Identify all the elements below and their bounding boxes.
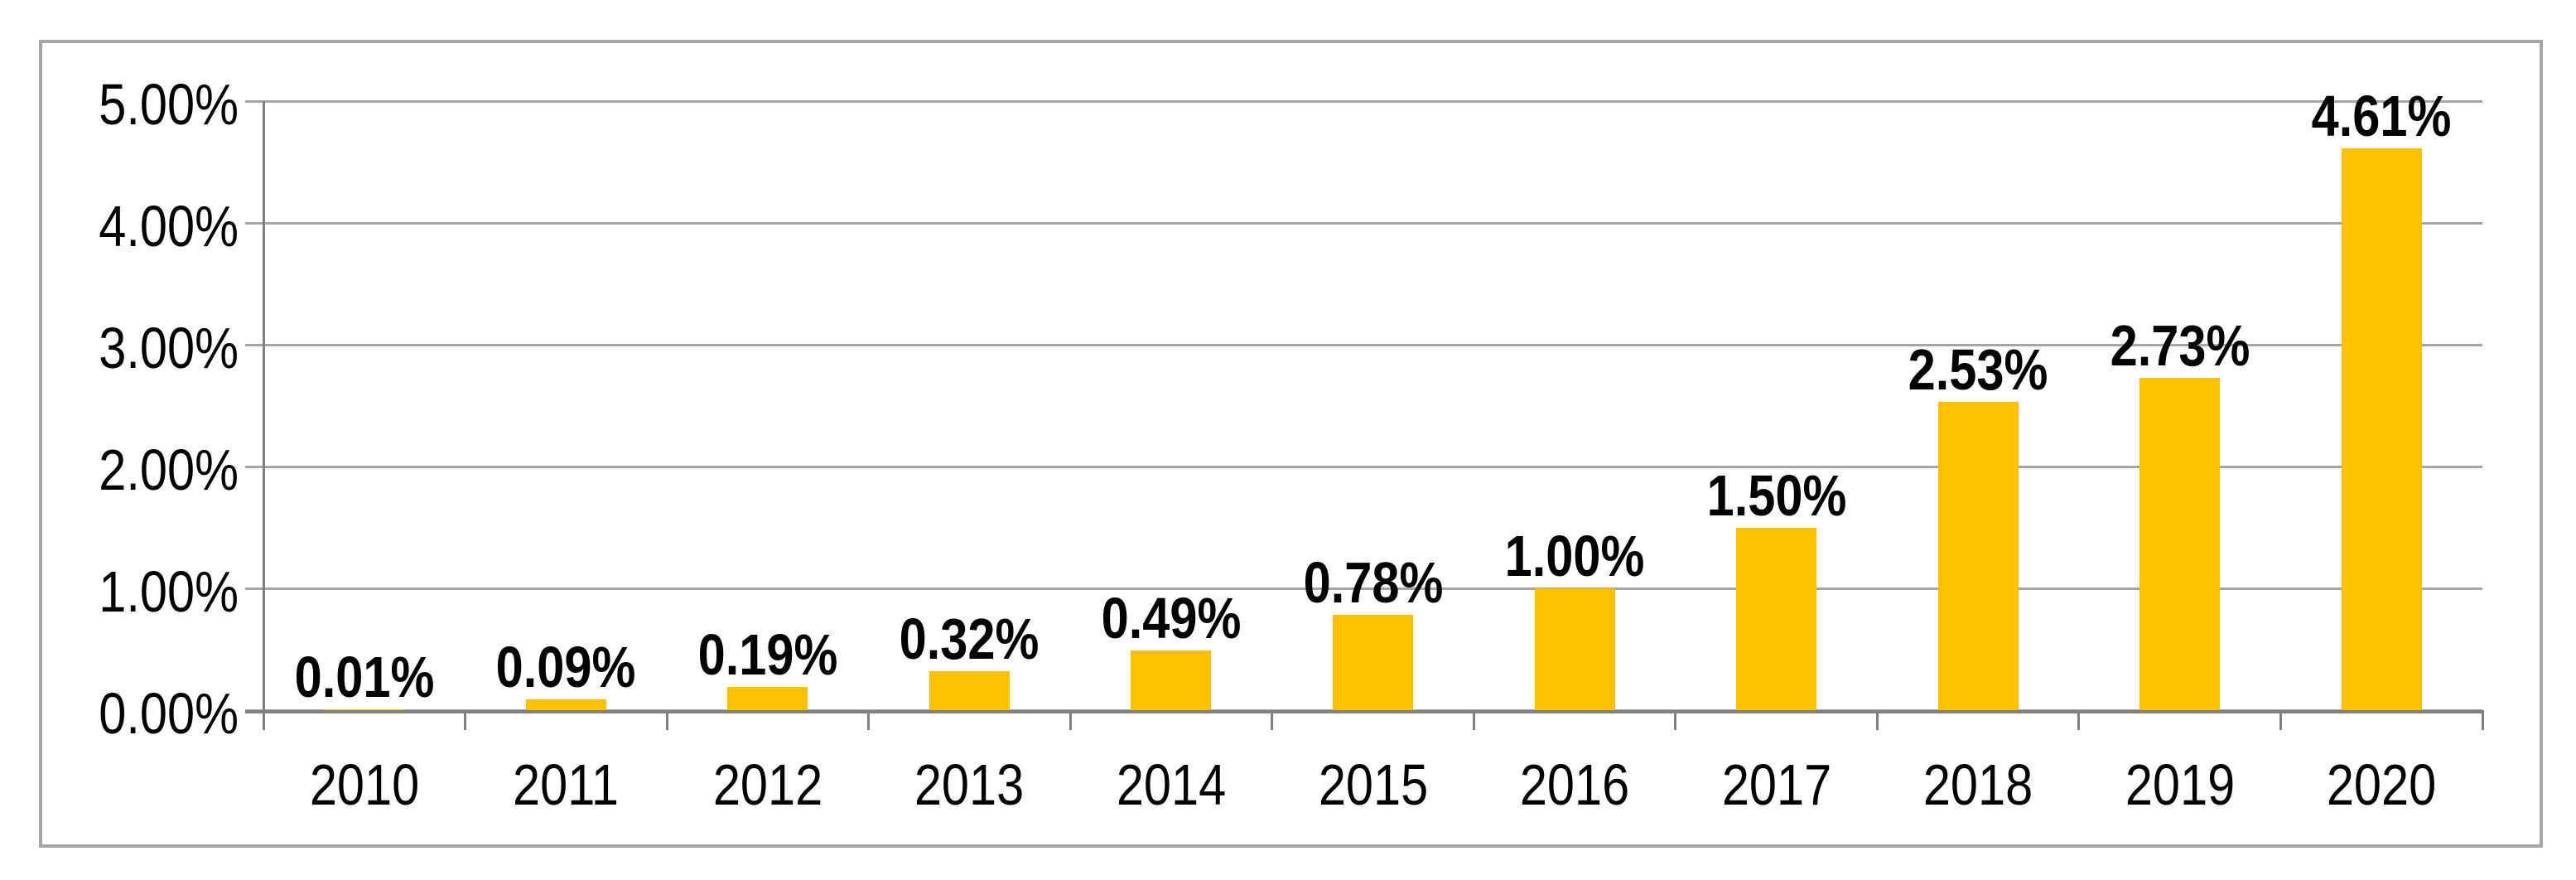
bar-2017 bbox=[1736, 527, 1817, 710]
bar-2012 bbox=[727, 687, 808, 710]
x-tick-mark bbox=[2279, 710, 2282, 730]
bar-2019 bbox=[2139, 377, 2221, 710]
bar-2010 bbox=[324, 708, 405, 710]
bar-label-2020: 4.61% bbox=[2311, 84, 2452, 149]
x-tick-mark bbox=[262, 710, 265, 730]
bar-2020 bbox=[2341, 148, 2422, 710]
y-tick-label-2.00%: 2.00% bbox=[99, 438, 239, 502]
x-tick-mark bbox=[2077, 710, 2081, 730]
x-tick-label-2012: 2012 bbox=[712, 752, 823, 817]
y-tick-label-5.00%: 5.00% bbox=[99, 72, 239, 137]
bar-2014 bbox=[1131, 650, 1212, 710]
bar-2016 bbox=[1534, 588, 1615, 710]
x-tick-mark bbox=[1875, 710, 1879, 730]
y-tick-label-1.00%: 1.00% bbox=[99, 559, 239, 624]
bar-label-2019: 2.73% bbox=[2110, 312, 2250, 378]
x-tick-mark bbox=[2481, 710, 2484, 730]
x-tick-label-2016: 2016 bbox=[1519, 752, 1630, 817]
gridline-5.00% bbox=[245, 99, 2482, 103]
x-tick-mark bbox=[1674, 710, 1677, 730]
bar-label-2013: 0.32% bbox=[900, 606, 1040, 671]
bar-label-2010: 0.01% bbox=[294, 644, 435, 709]
bar-label-2016: 1.00% bbox=[1504, 524, 1645, 588]
bar-2018 bbox=[1937, 402, 2019, 710]
x-tick-mark bbox=[464, 710, 467, 730]
y-axis-line bbox=[262, 101, 265, 730]
x-tick-label-2010: 2010 bbox=[309, 752, 419, 817]
x-tick-mark bbox=[1472, 710, 1475, 730]
x-tick-label-2020: 2020 bbox=[2327, 752, 2437, 817]
bar-2013 bbox=[929, 670, 1010, 710]
x-tick-label-2017: 2017 bbox=[1721, 752, 1831, 817]
gridline-4.00% bbox=[245, 221, 2482, 225]
gridline-1.00% bbox=[245, 587, 2482, 590]
x-tick-mark bbox=[665, 710, 668, 730]
x-tick-mark bbox=[1069, 710, 1072, 730]
x-tick-label-2019: 2019 bbox=[2125, 752, 2235, 817]
gridline-2.00% bbox=[245, 465, 2482, 468]
bar-2015 bbox=[1333, 615, 1413, 710]
x-tick-label-2015: 2015 bbox=[1318, 752, 1428, 817]
bar-2011 bbox=[525, 699, 606, 710]
x-tick-mark bbox=[867, 710, 871, 730]
bar-label-2017: 1.50% bbox=[1706, 462, 1846, 528]
x-tick-mark bbox=[1271, 710, 1274, 730]
bar-label-2014: 0.49% bbox=[1101, 585, 1242, 650]
y-tick-label-4.00%: 4.00% bbox=[99, 194, 239, 259]
x-tick-label-2018: 2018 bbox=[1922, 752, 2033, 817]
x-tick-label-2011: 2011 bbox=[513, 752, 620, 817]
bar-label-2011: 0.09% bbox=[495, 634, 636, 699]
bar-label-2015: 0.78% bbox=[1303, 550, 1443, 616]
x-axis-line bbox=[245, 710, 2482, 713]
bar-label-2018: 2.53% bbox=[1908, 337, 2048, 403]
x-tick-label-2014: 2014 bbox=[1116, 752, 1227, 817]
y-tick-label-3.00%: 3.00% bbox=[99, 316, 239, 380]
bar-label-2012: 0.19% bbox=[697, 622, 838, 688]
x-tick-label-2013: 2013 bbox=[914, 752, 1025, 817]
y-tick-label-0.00%: 0.00% bbox=[99, 681, 239, 746]
gridline-3.00% bbox=[245, 343, 2482, 346]
